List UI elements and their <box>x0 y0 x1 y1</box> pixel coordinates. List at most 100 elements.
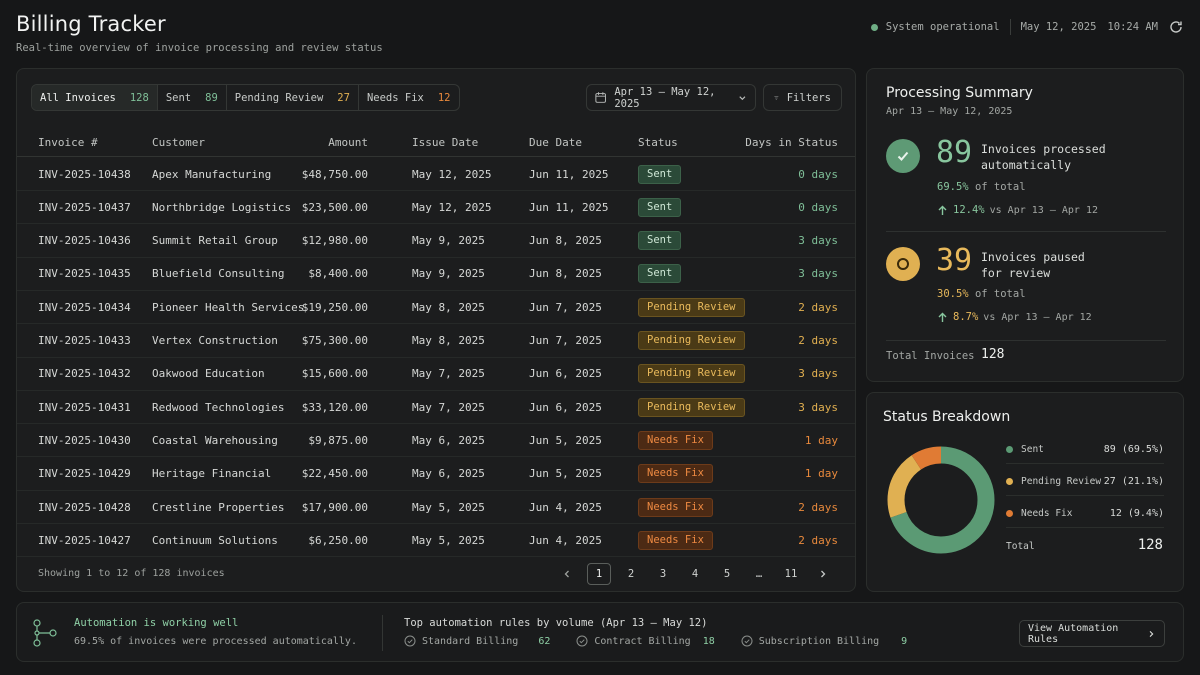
date-range-picker[interactable]: Apr 13 – May 12, 2025 <box>586 84 756 111</box>
table-row[interactable]: INV-2025-10437 Northbridge Logistics $23,5… <box>17 191 855 225</box>
invoice-number[interactable]: INV-2025-10431 <box>38 400 131 414</box>
pct-suffix: of total <box>974 181 1026 193</box>
days-in-status: 2 days <box>798 500 838 514</box>
due-date: Jun 7, 2025 <box>529 300 602 314</box>
customer-name: Apex Manufacturing <box>152 167 272 181</box>
due-date: Jun 6, 2025 <box>529 367 602 381</box>
label-line: for review <box>981 266 1051 280</box>
status-cell: Needs Fix <box>638 424 713 456</box>
invoice-number[interactable]: INV-2025-10433 <box>38 334 131 347</box>
prev-page-button[interactable] <box>551 563 583 585</box>
status-badge: Pending Review <box>638 397 745 417</box>
rule-count: 62 <box>538 635 551 647</box>
customer-name: Oakwood Education <box>152 367 265 381</box>
page-button[interactable]: 1 <box>587 563 611 585</box>
column-header[interactable]: Days in Status <box>745 136 838 149</box>
automation-status-bar: Automation is working well 69.5% of invo… <box>16 602 1184 662</box>
invoice-number[interactable]: INV-2025-10438 <box>38 167 131 181</box>
next-page-button[interactable] <box>807 563 839 585</box>
legend-label: Sent <box>1021 444 1044 455</box>
invoice-number[interactable]: INV-2025-10428 <box>38 500 131 514</box>
table-row[interactable]: INV-2025-10433 Vertex Construction $75,300… <box>17 325 855 358</box>
current-time: 10:24 AM <box>1107 21 1158 33</box>
page-button[interactable]: 4 <box>691 568 699 580</box>
filters-button[interactable]: Filters <box>763 84 842 111</box>
page-button[interactable]: 3 <box>659 568 667 580</box>
invoice-number[interactable]: INV-2025-10430 <box>38 433 131 447</box>
issue-date: May 8, 2025 <box>412 334 485 347</box>
invoice-amount: $23,500.00 <box>301 200 368 214</box>
check-circle-icon <box>741 635 753 647</box>
delta-suffix: vs Apr 13 – Apr 12 <box>989 204 1098 216</box>
legend-value: 89 (69.5%) <box>1103 444 1164 455</box>
invoice-amount: $6,250.00 <box>308 533 368 547</box>
tab-count: 89 <box>205 91 218 104</box>
invoice-number[interactable]: INV-2025-10435 <box>38 267 131 281</box>
table-row[interactable]: INV-2025-10429 Heritage Financial $22,450.… <box>17 458 855 491</box>
customer-name: Vertex Construction <box>152 334 278 347</box>
review-delta: 8.7% vs Apr 13 – Apr 12 <box>937 311 1092 323</box>
customer-name: Continuum Solutions <box>152 533 278 547</box>
breakdown-title: Status Breakdown <box>883 409 1011 425</box>
customer-name: Heritage Financial <box>152 467 272 481</box>
page-button[interactable]: 11 <box>784 568 798 580</box>
refresh-icon[interactable] <box>1168 19 1184 35</box>
invoice-number[interactable]: INV-2025-10429 <box>38 467 131 481</box>
tab-all-invoices[interactable]: All Invoices 128 <box>32 85 158 110</box>
auto-processed-pct: 69.5% of total <box>937 181 1026 193</box>
total-invoices-value: 128 <box>981 347 1005 362</box>
table-row[interactable]: INV-2025-10436 Summit Retail Group $12,980… <box>17 225 855 258</box>
table-row[interactable]: INV-2025-10435 Bluefield Consulting $8,400… <box>17 258 855 291</box>
rule-count: 9 <box>901 635 908 647</box>
legend-dot-icon <box>1006 510 1013 517</box>
check-circle-icon <box>404 635 416 647</box>
invoice-number[interactable]: INV-2025-10436 <box>38 234 131 248</box>
current-date: May 12, 2025 <box>1020 21 1097 33</box>
check-circle-icon <box>576 635 588 647</box>
table-row[interactable]: INV-2025-10438 Apex Manufacturing $48,750.… <box>17 158 855 191</box>
legend-dot-icon <box>1006 446 1013 453</box>
days-in-status: 1 day <box>804 467 838 481</box>
tab-sent[interactable]: Sent 89 <box>158 85 227 110</box>
customer-name: Redwood Technologies <box>152 400 285 414</box>
chevron-left-icon <box>564 570 569 578</box>
tab-needs-fix[interactable]: Needs Fix 12 <box>359 85 459 110</box>
invoice-number[interactable]: INV-2025-10432 <box>38 367 131 381</box>
status-cell: Sent <box>638 158 682 190</box>
page-button[interactable]: 5 <box>723 568 731 580</box>
days-in-status: 3 days <box>798 234 838 248</box>
column-header[interactable]: Issue Date <box>412 136 479 149</box>
due-date: Jun 7, 2025 <box>529 334 602 347</box>
column-header[interactable]: Amount <box>328 136 368 149</box>
invoice-number[interactable]: INV-2025-10434 <box>38 300 131 314</box>
auto-processed-delta: 12.4% vs Apr 13 – Apr 12 <box>937 204 1098 216</box>
column-header[interactable]: Customer <box>152 136 205 149</box>
tab-pending-review[interactable]: Pending Review 27 <box>227 85 359 110</box>
customer-name: Bluefield Consulting <box>152 267 285 281</box>
rule-label: Contract Billing <box>594 635 691 647</box>
column-header[interactable]: Status <box>638 136 678 149</box>
status-badge: Sent <box>638 197 682 217</box>
page-button[interactable]: 2 <box>627 568 635 580</box>
table-row[interactable]: INV-2025-10430 Coastal Warehousing $9,875.… <box>17 424 855 458</box>
column-header[interactable]: Due Date <box>529 136 582 149</box>
legend-value: 27 (21.1%) <box>1103 476 1164 487</box>
invoice-amount: $19,250.00 <box>301 300 368 314</box>
filters-label: Filters <box>786 91 831 104</box>
table-row[interactable]: INV-2025-10427 Continuum Solutions $6,250.… <box>17 524 855 558</box>
status-badge: Sent <box>638 164 682 184</box>
tab-count: 12 <box>437 91 451 104</box>
delta-value: 12.4% <box>953 204 985 216</box>
table-row[interactable]: INV-2025-10431 Redwood Technologies $33,12… <box>17 391 855 425</box>
status-badge: Pending Review <box>638 364 745 384</box>
table-row[interactable]: INV-2025-10432 Oakwood Education $15,600.0… <box>17 358 855 391</box>
table-row[interactable]: INV-2025-10434 Pioneer Health Services $19… <box>17 291 855 325</box>
due-date: Jun 6, 2025 <box>529 400 602 414</box>
status-badge: Needs Fix <box>638 464 713 484</box>
invoice-number[interactable]: INV-2025-10427 <box>38 533 131 547</box>
invoice-number[interactable]: INV-2025-10437 <box>38 200 131 214</box>
chevron-right-icon <box>1149 630 1154 637</box>
view-automation-rules-button[interactable]: View Automation Rules <box>1019 620 1165 647</box>
table-row[interactable]: INV-2025-10428 Crestline Properties $17,90… <box>17 491 855 524</box>
column-header[interactable]: Invoice # <box>38 136 98 149</box>
